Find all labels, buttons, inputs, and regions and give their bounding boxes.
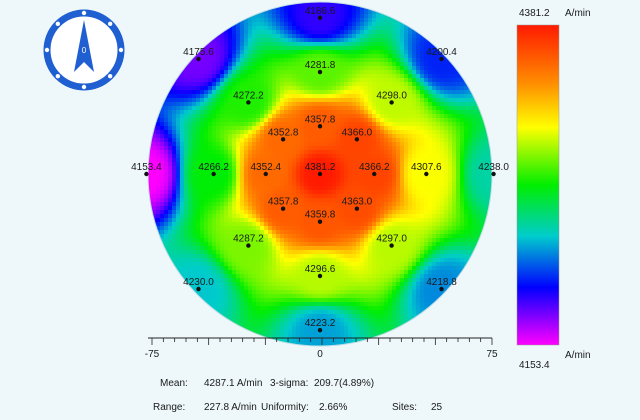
site-value-label: 4363.0 (342, 197, 373, 208)
compass-marker: 0 (82, 46, 87, 55)
stat-sites-value: 25 (431, 402, 443, 413)
site-point (354, 206, 360, 211)
colorbar-min-label: 4153.4 (519, 360, 550, 371)
site-points: 4186.6 4175.6 4200.4 4281.8 4272.2 4298.0 4357… (131, 6, 509, 333)
site-point (317, 69, 323, 75)
stat-mean-label: Mean: (160, 378, 188, 389)
site-value-label: 4357.8 (305, 114, 336, 125)
site-value-label: 4297.0 (376, 234, 407, 245)
stat-uniformity-label: Uniformity: (261, 402, 309, 413)
stat-mean-value: 4287.1 A/min (204, 378, 263, 389)
stat-sigma-label: 3-sigma: (270, 378, 309, 389)
x-tick-zero: 0 (317, 349, 323, 360)
x-tick-min: -75 (145, 349, 160, 360)
x-tick-max: 75 (486, 349, 498, 360)
colorbar-max-unit: A/min (565, 8, 591, 19)
compass-icon: 0 (43, 9, 125, 91)
site-point (372, 171, 377, 177)
site-value-label: 4230.0 (183, 277, 214, 288)
site-point (246, 100, 251, 105)
site-value-label: 4186.6 (305, 6, 336, 17)
site-point (317, 273, 323, 279)
site-value-label: 4272.2 (233, 90, 264, 101)
site-point (389, 243, 394, 248)
site-point (246, 243, 251, 248)
site-point (317, 219, 323, 224)
site-value-label: 4359.8 (305, 210, 336, 221)
site-point (491, 171, 496, 177)
site-value-label: 4366.2 (359, 162, 390, 173)
site-value-label: 4298.0 (376, 90, 407, 101)
stat-uniformity-value: 2.66% (319, 402, 348, 413)
site-point (317, 328, 323, 333)
colorbar: 4381.2 A/min A/min 4153.4 (516, 8, 591, 371)
site-value-label: 4281.8 (305, 60, 336, 71)
site-point (144, 171, 149, 177)
site-value-label: 4381.2 (305, 162, 336, 173)
stat-sites-label: Sites: (392, 402, 418, 413)
colorbar-min-unit: A/min (565, 350, 591, 361)
site-value-label: 4352.4 (250, 162, 281, 173)
site-point (211, 171, 216, 177)
site-point (280, 206, 286, 211)
site-value-label: 4296.6 (305, 264, 336, 275)
stat-range-label: Range: (153, 402, 186, 413)
site-value-label: 4287.2 (233, 234, 264, 245)
site-value-label: 4153.4 (131, 162, 162, 173)
site-point (317, 124, 323, 129)
colorbar-max-label: 4381.2 (519, 8, 550, 19)
stat-sigma-value: 209.7(4.89%) (314, 378, 375, 389)
site-value-label: 4366.0 (342, 127, 373, 138)
site-value-label: 4200.4 (426, 47, 457, 58)
colorbar-gradient (516, 24, 560, 346)
site-value-label: 4175.6 (183, 47, 214, 58)
site-point (317, 171, 323, 177)
site-value-label: 4266.2 (198, 162, 229, 173)
site-point (439, 56, 444, 62)
site-value-label: 4352.8 (268, 127, 299, 138)
site-value-label: 4223.2 (305, 318, 336, 329)
site-value-label: 4218.8 (426, 277, 457, 288)
stat-range-value: 227.8 A/min (204, 402, 257, 413)
site-point (196, 286, 201, 292)
site-value-label: 4357.8 (268, 197, 299, 208)
site-point (196, 56, 201, 62)
site-value-label: 4238.0 (478, 162, 509, 173)
site-point (263, 171, 268, 177)
site-point (280, 137, 286, 142)
site-point (389, 100, 394, 105)
site-point (424, 171, 429, 177)
site-point (317, 15, 323, 20)
site-point (439, 286, 444, 292)
x-axis: -75 0 75 (145, 337, 498, 360)
site-point (354, 137, 360, 142)
site-value-label: 4307.6 (411, 162, 442, 173)
